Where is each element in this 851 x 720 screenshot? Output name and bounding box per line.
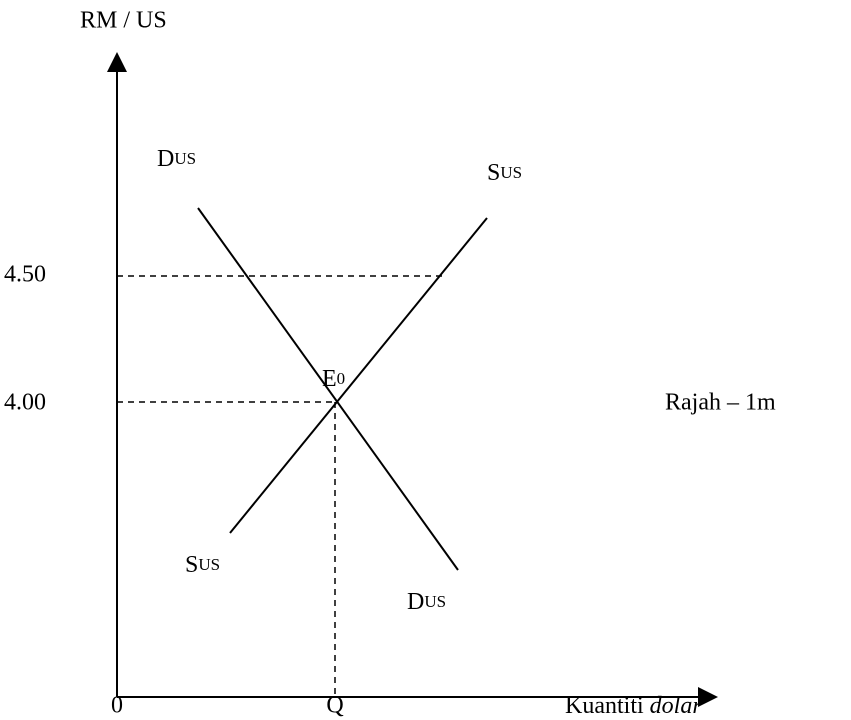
curve-letter: S	[185, 552, 198, 578]
q-label: Q	[326, 693, 343, 719]
eq-sub: 0	[337, 369, 346, 388]
x-axis-label-italic: dolar	[650, 693, 703, 719]
price-label: 4.50	[4, 262, 46, 288]
x-axis-label: Kuantiti dolar	[565, 693, 702, 719]
y-axis-label: RM / US	[80, 8, 167, 34]
supply-curve	[229, 217, 488, 534]
demand-curve	[197, 207, 459, 571]
curve-letter: S	[487, 160, 500, 186]
curve-label: SUS	[487, 160, 522, 186]
x-axis-label-text: Kuantiti	[565, 693, 650, 719]
curve-label: DUS	[157, 146, 196, 172]
price-label: 4.00	[4, 390, 46, 416]
curve-letter: D	[157, 146, 174, 172]
curve-sub: US	[198, 555, 220, 574]
curve-sub: US	[174, 149, 196, 168]
eq-letter: E	[322, 366, 337, 392]
curve-letter: D	[407, 589, 424, 615]
origin-label: 0	[111, 693, 123, 719]
curve-sub: US	[500, 163, 522, 182]
curve-label: SUS	[185, 552, 220, 578]
equilibrium-label: E0	[322, 366, 345, 392]
curve-sub: US	[424, 592, 446, 611]
curve-label: DUS	[407, 589, 446, 615]
caption: Rajah – 1m	[665, 390, 776, 416]
